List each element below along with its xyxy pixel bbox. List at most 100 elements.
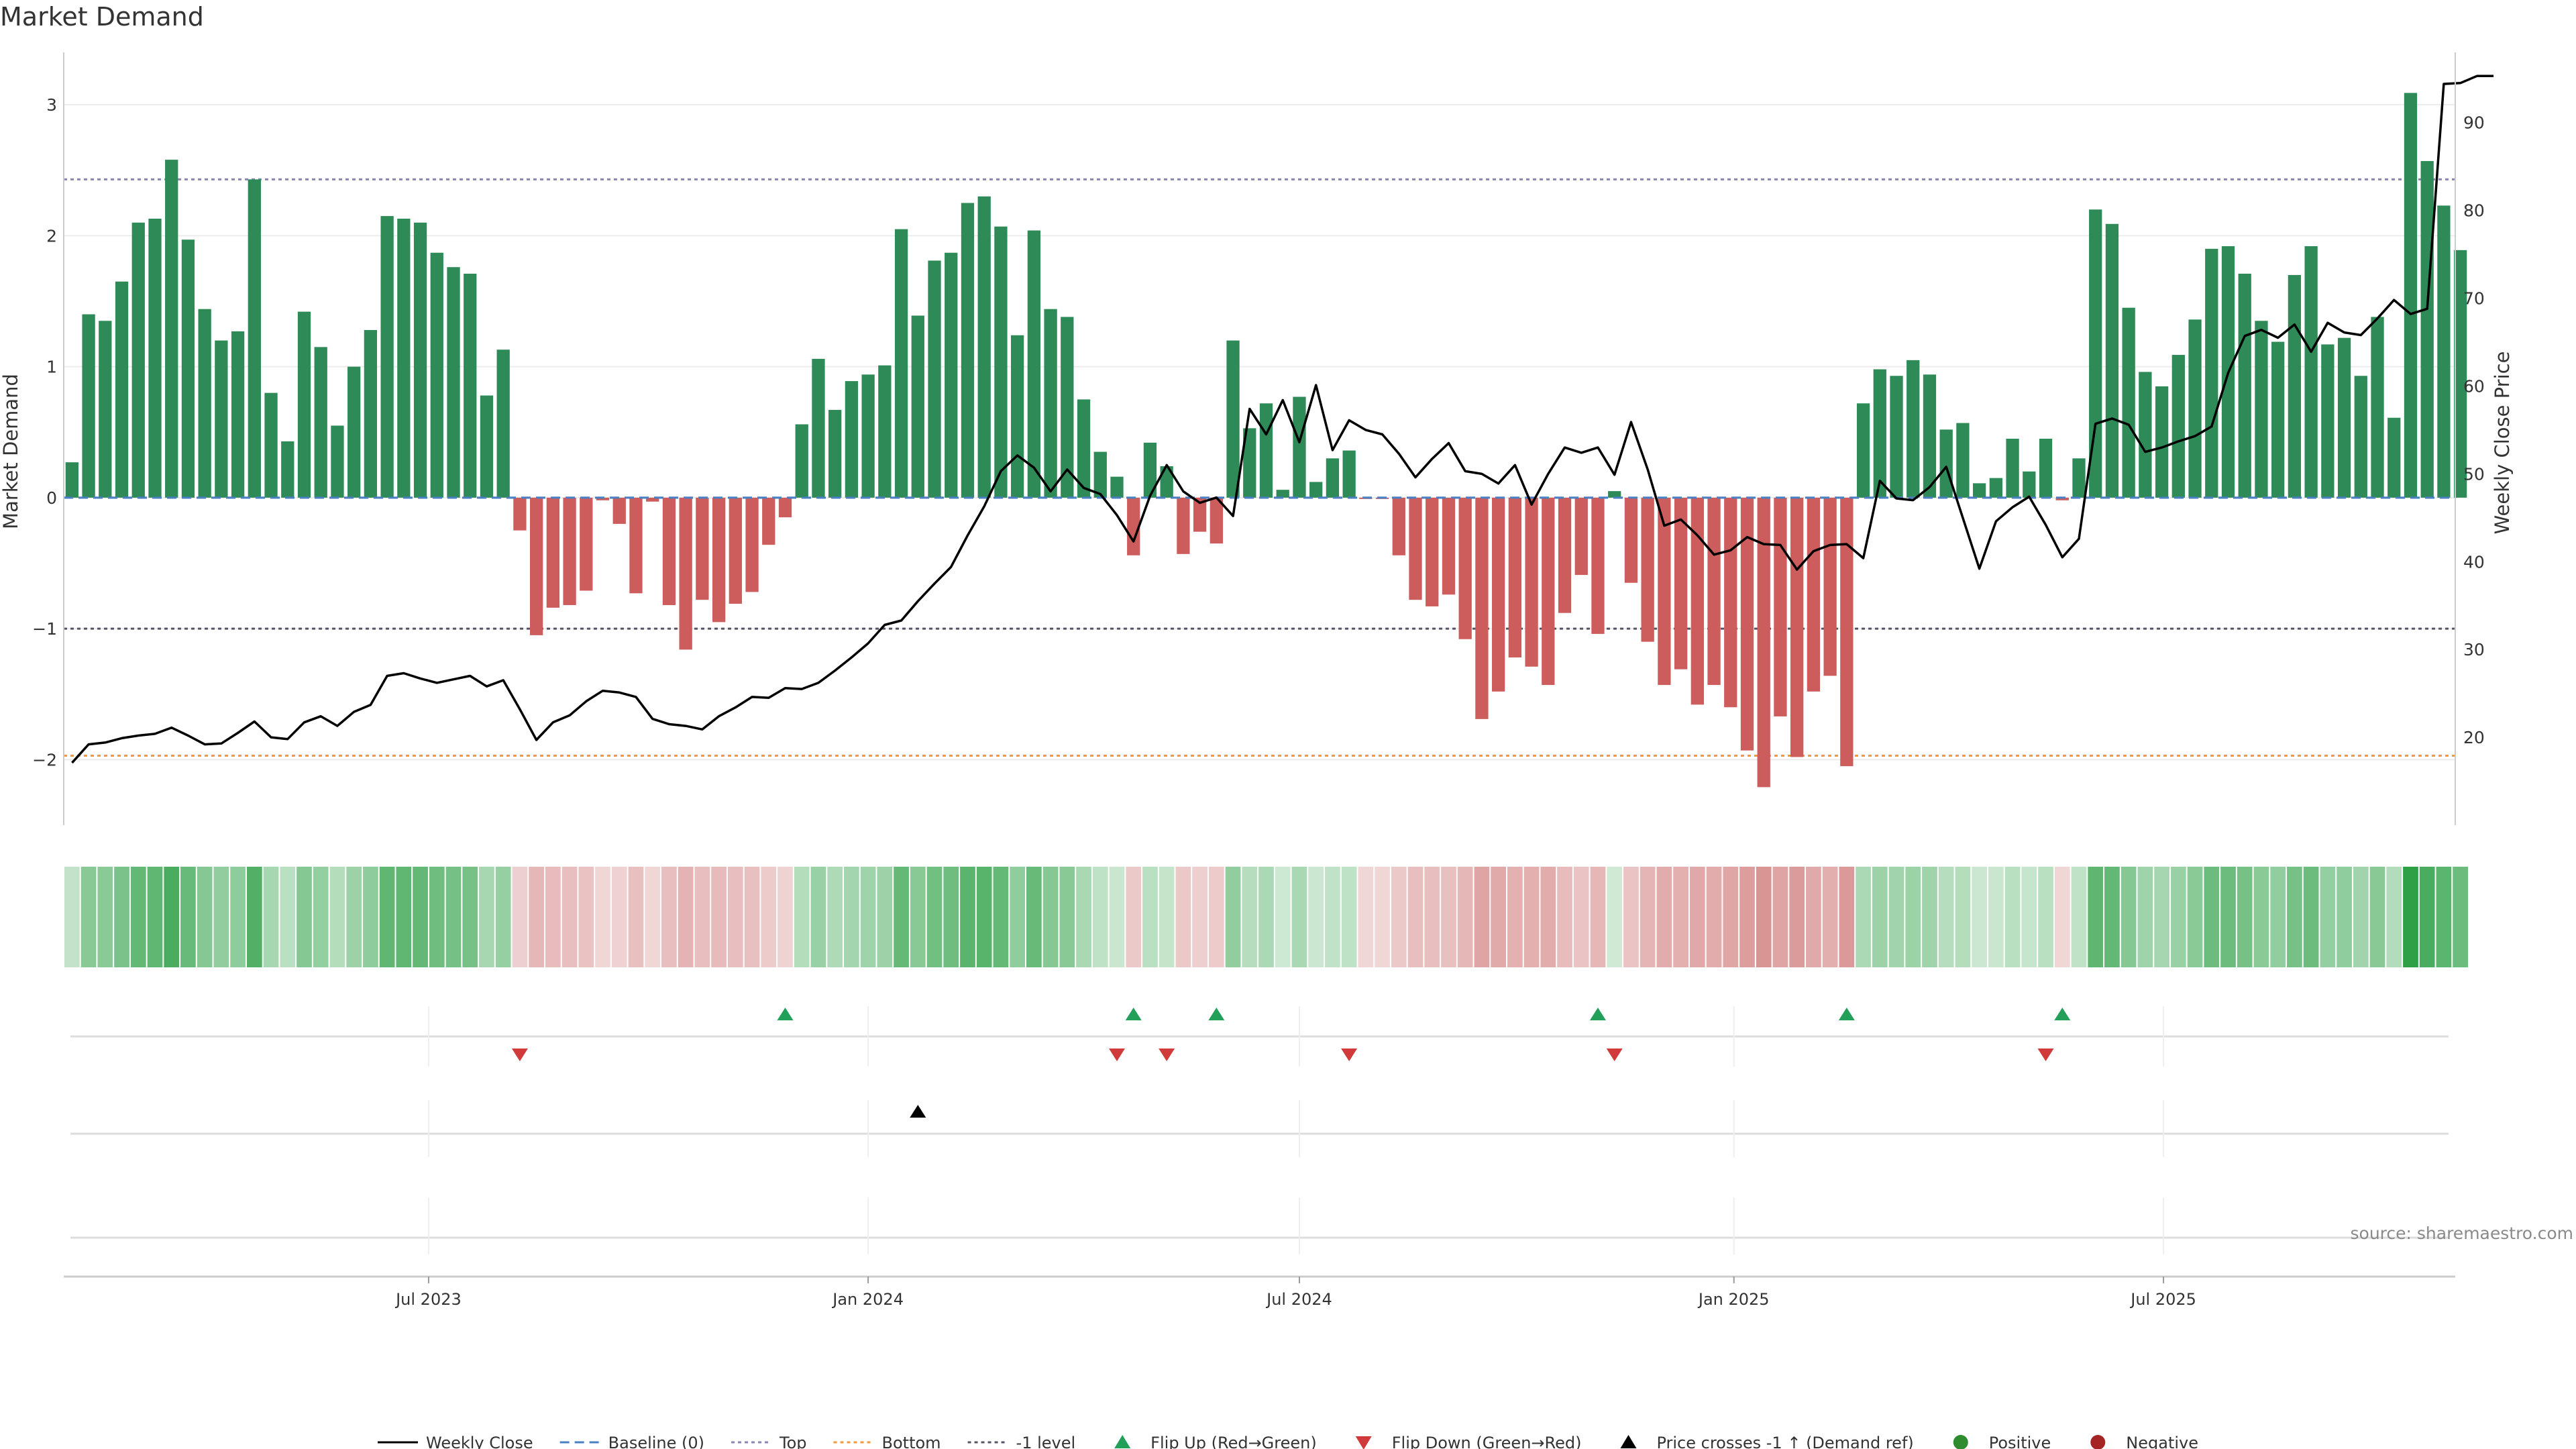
legend-label-top: Top <box>779 1434 807 1449</box>
heat-cell <box>1142 867 1158 967</box>
demand-bar <box>580 497 593 591</box>
heat-cell <box>877 867 893 967</box>
heat-cell <box>230 867 246 967</box>
demand-bar <box>1326 458 1340 498</box>
heat-cell <box>495 867 511 967</box>
demand-bar <box>646 497 659 502</box>
demand-bar <box>2304 246 2318 498</box>
flip-down-marker <box>1606 1049 1623 1061</box>
flip-up-marker <box>1125 1008 1142 1020</box>
chart-title: Market Demand <box>0 2 204 32</box>
demand-bar <box>2205 248 2218 498</box>
heat-cell <box>711 867 727 967</box>
event-marker-rows <box>70 1006 2449 1254</box>
demand-bar <box>148 218 162 498</box>
demand-bar <box>2039 439 2053 498</box>
demand-bar <box>894 229 908 498</box>
heat-cell <box>263 867 279 967</box>
heat-cell <box>2220 867 2236 967</box>
x-tick-label: Jan 2025 <box>1697 1290 1770 1309</box>
heat-cell <box>1407 867 1424 967</box>
heat-cell <box>678 867 694 967</box>
heat-cell <box>445 867 462 967</box>
heat-cell <box>346 867 362 967</box>
demand-bar <box>1956 423 1970 498</box>
demand-bar <box>828 410 842 498</box>
flip-down-marker <box>511 1049 528 1061</box>
demand-bar <box>2139 372 2152 498</box>
demand-bar <box>2023 471 2036 498</box>
demand-heat-strip <box>64 867 2468 967</box>
demand-bar <box>2387 417 2401 498</box>
demand-bar <box>696 497 709 600</box>
heat-cell <box>297 867 312 967</box>
heat-cell <box>777 867 793 967</box>
demand-bar <box>812 358 825 498</box>
heat-cell <box>1474 867 1490 967</box>
demand-bar <box>1608 491 1621 498</box>
axes: 3 2 1 0 −1 −2 90 80 70 60 50 40 30 20 <box>32 52 2485 825</box>
demand-bar <box>1309 482 1323 498</box>
demand-bar <box>2238 273 2251 498</box>
flip-up-marker <box>2054 1008 2071 1020</box>
right-tick-label: 60 <box>2463 376 2485 396</box>
heat-cell <box>1839 867 1855 967</box>
heat-cell <box>2154 867 2169 967</box>
demand-bar <box>331 425 344 498</box>
heat-cell <box>363 867 378 967</box>
heat-cell <box>860 867 876 967</box>
demand-bar <box>1027 230 1041 498</box>
demand-bar <box>115 281 129 498</box>
heat-cell <box>2386 867 2402 967</box>
heat-cell <box>1358 867 1374 967</box>
heat-cell <box>910 867 926 967</box>
heat-cell <box>844 867 859 967</box>
heat-cell <box>2337 867 2352 967</box>
demand-bar <box>430 252 443 498</box>
heat-cell <box>1126 867 1142 967</box>
source-note: source: sharemaestro.com <box>2351 1224 2574 1243</box>
demand-bar <box>65 462 79 498</box>
heat-cell <box>147 867 163 967</box>
demand-bar <box>2420 161 2434 498</box>
heat-cell <box>1607 867 1623 967</box>
left-tick-label: −2 <box>32 750 57 769</box>
demand-bar <box>596 497 610 500</box>
heat-cell <box>329 867 345 967</box>
demand-bar <box>529 497 543 635</box>
heat-cell <box>1010 867 1025 967</box>
demand-bar <box>181 239 195 498</box>
demand-bars <box>64 93 2467 788</box>
demand-bar <box>480 395 494 498</box>
legend-label-weekly-close: Weekly Close <box>426 1434 533 1449</box>
demand-bar <box>2453 250 2467 498</box>
weekly-close-line <box>71 74 2494 764</box>
demand-bar <box>198 309 211 498</box>
flip-down-marker <box>2037 1049 2054 1061</box>
heat-cell <box>1026 867 1042 967</box>
legend-label-negative: Negative <box>2126 1434 2198 1449</box>
legend-swatch-flip-up-red-green <box>1114 1435 1131 1448</box>
demand-bar <box>928 260 941 498</box>
demand-bar <box>2437 205 2451 498</box>
demand-bar <box>712 497 726 623</box>
heat-cell <box>1689 867 1705 967</box>
demand-bar <box>1923 374 1937 498</box>
heat-cell <box>1291 867 1307 967</box>
demand-bar <box>1276 490 1289 498</box>
demand-bar <box>2255 321 2268 498</box>
left-tick-label: 0 <box>46 488 57 508</box>
heat-cell <box>2170 867 2186 967</box>
heat-cell <box>130 867 146 967</box>
demand-bar <box>231 331 245 498</box>
demand-bar <box>513 497 527 531</box>
heat-cell <box>313 867 329 967</box>
heat-cell <box>1922 867 1937 967</box>
right-tick-label: 50 <box>2463 464 2485 484</box>
heat-cell <box>80 867 97 967</box>
demand-bar <box>1757 497 1770 788</box>
flip-down-marker <box>1159 1049 1175 1061</box>
demand-bar <box>1890 376 1903 498</box>
demand-bar <box>1674 497 1688 669</box>
